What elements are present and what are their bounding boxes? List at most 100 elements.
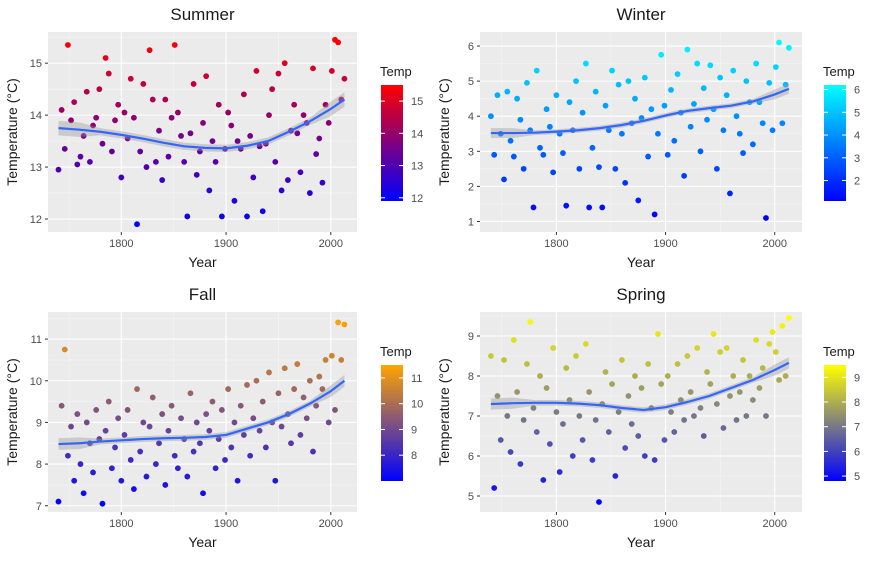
data-point	[641, 453, 648, 459]
data-point	[174, 109, 181, 116]
data-point	[319, 386, 326, 392]
data-point	[244, 213, 250, 220]
data-point	[537, 373, 543, 379]
data-point	[115, 415, 122, 422]
chart-title: Fall	[189, 285, 216, 304]
legend-tick-label: 7	[854, 422, 860, 434]
data-point	[209, 138, 216, 144]
data-point	[171, 42, 178, 48]
data-point	[291, 101, 298, 108]
y-tick-label: 6	[468, 41, 474, 53]
x-axis-label: Year	[188, 254, 217, 270]
legend-tick-label: 3	[854, 153, 860, 165]
data-point	[225, 109, 232, 116]
data-point	[553, 409, 560, 415]
data-point	[491, 485, 498, 491]
data-point	[262, 444, 269, 451]
y-tick-label: 5	[468, 76, 474, 88]
data-point	[253, 377, 260, 384]
data-point	[168, 114, 175, 121]
data-point	[782, 81, 789, 88]
data-point	[61, 346, 68, 353]
data-point	[159, 177, 166, 183]
data-point	[691, 101, 697, 107]
data-point	[74, 411, 81, 417]
data-point	[58, 402, 65, 409]
data-point	[723, 345, 730, 351]
confidence-band	[490, 357, 789, 413]
data-point	[753, 60, 760, 67]
y-axis-label: Temperature (°C)	[4, 358, 20, 466]
data-point	[74, 161, 81, 168]
data-point	[225, 386, 232, 392]
y-axis-label: Temperature (°C)	[436, 78, 452, 186]
data-point	[766, 341, 773, 347]
data-point	[313, 151, 320, 157]
data-point	[782, 373, 789, 379]
data-point	[275, 390, 282, 397]
legend-tick-label: 9	[411, 424, 417, 436]
data-point	[162, 482, 169, 488]
data-point	[713, 401, 720, 407]
data-point	[250, 415, 257, 422]
data-point	[776, 39, 782, 46]
data-point	[124, 407, 131, 413]
data-point	[237, 402, 244, 409]
data-point	[228, 122, 235, 129]
data-point	[250, 174, 257, 181]
legend-tick-label: 11	[411, 373, 422, 385]
data-point	[582, 60, 589, 67]
x-tick-label: 1900	[214, 518, 238, 530]
x-axis-label: Year	[188, 534, 217, 550]
legend-tick-label: 8	[854, 397, 860, 409]
data-point	[266, 112, 272, 119]
data-point	[674, 71, 681, 78]
data-point	[99, 500, 106, 507]
y-axis-label: Temperature (°C)	[4, 78, 20, 186]
data-point	[494, 92, 501, 99]
data-point	[546, 441, 553, 447]
y-tick-label: 1	[468, 216, 474, 228]
data-point	[105, 398, 112, 405]
x-tick-label: 2000	[762, 518, 786, 530]
data-point	[569, 453, 576, 459]
data-point	[766, 79, 773, 86]
data-point	[635, 433, 642, 439]
data-point	[504, 413, 511, 419]
data-point	[510, 153, 517, 160]
y-tick-label: 8	[36, 459, 42, 471]
data-point	[681, 172, 688, 179]
trend-line	[58, 379, 346, 446]
data-point	[55, 166, 62, 173]
data-point	[697, 405, 704, 411]
data-point	[93, 407, 100, 413]
data-point	[112, 444, 118, 451]
data-point	[196, 148, 203, 155]
data-point	[556, 469, 563, 475]
data-point	[736, 130, 743, 137]
data-point	[769, 127, 776, 134]
data-point	[566, 99, 573, 106]
data-point	[501, 357, 507, 363]
data-point	[288, 440, 294, 447]
y-tick-label: 4	[468, 111, 474, 123]
data-point	[746, 373, 753, 379]
y-tick-label: 9	[468, 331, 474, 343]
x-tick-label: 1800	[109, 518, 133, 530]
data-point	[322, 357, 329, 363]
data-point	[759, 120, 766, 127]
data-point	[586, 389, 593, 395]
data-point	[622, 179, 629, 186]
data-point	[514, 389, 521, 395]
data-point	[749, 397, 756, 403]
data-point	[524, 361, 530, 367]
data-point	[300, 112, 307, 119]
data-point	[546, 123, 553, 130]
data-point	[200, 120, 206, 126]
data-point	[218, 213, 225, 220]
data-point	[632, 373, 638, 379]
data-point	[181, 158, 188, 165]
data-point	[664, 373, 671, 379]
data-point	[661, 102, 668, 109]
x-tick-label: 1900	[653, 518, 677, 530]
